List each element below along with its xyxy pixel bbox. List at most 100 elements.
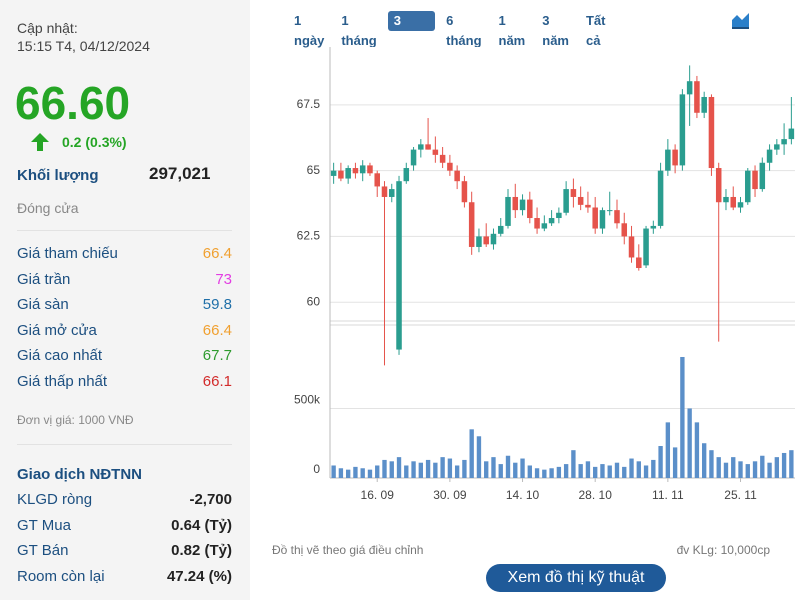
volume-bar — [476, 436, 482, 478]
candle-body — [752, 170, 758, 190]
candle-body — [592, 207, 598, 229]
volume-bar — [672, 447, 678, 478]
candle-body — [774, 144, 780, 150]
period-tab[interactable]: 3 năm — [542, 13, 569, 48]
candle-body — [483, 236, 489, 245]
volume-bar — [593, 466, 598, 478]
candle-body — [359, 165, 366, 174]
volume-bar — [723, 462, 729, 478]
candle-body — [694, 81, 700, 113]
foreign-title: Giao dịch NĐTNN — [17, 466, 143, 483]
volume-bar — [702, 443, 707, 478]
volume-bar — [542, 469, 547, 478]
volume-bar — [563, 464, 569, 478]
price-chart: 60 62.5 65 67.5 0 500k 16. 09 30. 09 14. 10 28. 1… — [294, 47, 795, 502]
candle-body — [541, 223, 548, 229]
divider — [17, 444, 232, 445]
candle-body — [665, 149, 671, 171]
unit-note: Đơn vị giá: 1000 VNĐ — [17, 413, 134, 427]
period-tab[interactable]: 3 tháng — [387, 11, 436, 48]
technical-chart-button[interactable]: Xem đồ thị kỹ thuật — [486, 564, 666, 592]
volume-bar — [353, 466, 358, 478]
candle-body — [715, 168, 722, 203]
candle-body — [657, 170, 664, 226]
quote-panel: Cập nhật: 15:15 T4, 04/12/2024 66.60 0.2… — [0, 0, 250, 600]
candle-body — [730, 196, 737, 208]
volume-bar — [578, 464, 583, 478]
candle-body — [745, 170, 751, 203]
foreign-row: Room còn lại 47.24 (%) — [17, 568, 232, 590]
candle-body — [439, 154, 446, 163]
stat-value: 66.1 — [202, 373, 232, 390]
candle-body — [468, 202, 475, 247]
candle-body — [570, 189, 577, 197]
candle-body — [527, 199, 533, 219]
period-tab[interactable]: 1 tháng — [341, 13, 377, 48]
period-tab[interactable]: Tất cả — [585, 13, 606, 48]
candle-body — [418, 144, 424, 150]
y-tick-label: 62.5 — [297, 229, 321, 243]
close-label: Đóng cửa — [17, 200, 79, 216]
x-tick-label: 25. 11 — [724, 488, 757, 502]
candle-body — [585, 204, 591, 208]
candle-body — [425, 144, 431, 150]
volume-bar — [709, 450, 714, 478]
volume-bar — [687, 408, 692, 478]
candle-body — [338, 170, 344, 179]
volume-bar — [404, 465, 409, 478]
volume-bar — [738, 461, 743, 478]
volume-bar — [789, 450, 794, 478]
volume-bar — [491, 457, 496, 478]
candle-body — [759, 162, 766, 190]
candle-body — [556, 212, 562, 219]
volume-bar — [694, 422, 700, 478]
candle-body — [679, 94, 686, 166]
foreign-value: -2,700 — [189, 491, 232, 508]
foreign-row: GT Bán 0.82 (Tỷ) — [17, 542, 232, 564]
period-tab[interactable]: 6 tháng — [446, 13, 482, 48]
volume-bar — [396, 457, 402, 478]
candle-body — [599, 210, 606, 229]
period-tab[interactable]: 1 năm — [498, 13, 526, 48]
stat-value: 73 — [215, 270, 232, 288]
volume-bar — [607, 465, 612, 478]
x-tick-label: 11. 11 — [652, 488, 684, 502]
foreign-label: KLGD ròng — [17, 491, 93, 508]
candle-body — [381, 186, 388, 197]
volume-bar — [433, 462, 438, 478]
volume-bar — [505, 455, 511, 478]
volume-bar — [680, 356, 685, 478]
price: 66.60 — [15, 77, 131, 129]
volume-bar — [658, 446, 663, 478]
foreign-value: 47.24 (%) — [166, 567, 232, 585]
volume-bar — [389, 461, 394, 478]
candle-body — [519, 199, 526, 211]
volume-bar — [484, 461, 489, 478]
footer-note: Đồ thị vẽ theo giá điều chỉnh — [272, 543, 424, 557]
foreign-value: 0.82 (Tỷ) — [171, 542, 232, 560]
volume-bar — [731, 457, 736, 478]
chart-type-icon[interactable] — [731, 11, 751, 29]
volume-bar — [520, 458, 525, 478]
stat-label: Giá trần — [17, 270, 71, 288]
stat-row: Giá tham chiếu 66.4 — [17, 245, 232, 267]
candle-body — [396, 181, 402, 350]
candle-body — [614, 210, 620, 224]
period-tab[interactable]: 1 ngày — [294, 13, 325, 48]
stat-row: Giá mở cửa 66.4 — [17, 322, 232, 344]
candle-body — [367, 165, 373, 174]
volume-bar — [382, 459, 387, 478]
volume-bar — [643, 465, 649, 478]
plot-area — [330, 47, 795, 478]
update-time: 15:15 T4, 04/12/2024 — [17, 38, 150, 54]
candle-body — [650, 225, 657, 229]
stat-label: Giá tham chiếu — [17, 245, 118, 262]
foreign-row: GT Mua 0.64 (Tỷ) — [17, 517, 232, 539]
candle-body — [606, 210, 613, 212]
foreign-label: Room còn lại — [17, 567, 105, 585]
foreign-label: GT Mua — [17, 516, 71, 534]
volume-bar — [767, 462, 772, 478]
candle-body — [621, 223, 628, 237]
